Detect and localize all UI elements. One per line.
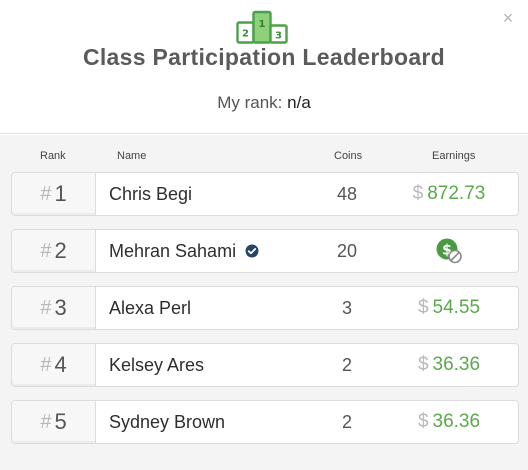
table-row: # 3 Alexa Perl 3 $ 54.55 <box>11 286 519 330</box>
column-header-rank: Rank <box>40 150 66 162</box>
earnings-value: 54.55 <box>432 297 481 318</box>
student-name: Mehran Sahami <box>109 240 237 261</box>
dollar-sign: $ <box>417 411 429 432</box>
student-name-cell: Mehran Sahami <box>96 230 302 272</box>
close-icon[interactable]: × <box>502 8 514 28</box>
earnings-cell: $ 54.55 <box>392 287 518 329</box>
coins-value: 20 <box>336 240 358 261</box>
student-name: Kelsey Ares <box>109 354 205 375</box>
dollar-sign: $ <box>417 297 429 318</box>
earnings-cell: $ 36.36 <box>392 344 518 386</box>
verified-check-icon <box>245 244 259 258</box>
rank-number: 2 <box>54 238 67 263</box>
earnings-value: 36.36 <box>432 411 481 432</box>
hash-symbol: # <box>40 353 52 376</box>
hash-symbol: # <box>40 239 52 262</box>
column-header-earnings: Earnings <box>432 150 476 162</box>
student-name: Sydney Brown <box>109 411 226 432</box>
rank-cell: # 5 <box>12 401 96 443</box>
dollar-sign: $ <box>412 183 424 204</box>
student-name: Chris Begi <box>109 183 193 204</box>
rank-cell: # 2 <box>12 230 96 272</box>
dollar-sign: $ <box>417 354 429 375</box>
rank-number: 3 <box>54 295 67 320</box>
column-headers: Rank Name Coins Earnings <box>0 150 528 166</box>
podium-third-label: 3 <box>275 31 282 42</box>
coins-value: 2 <box>341 354 352 375</box>
rank-number: 4 <box>54 352 67 377</box>
table-row: # 1 Chris Begi 48 $ 872.73 <box>11 172 519 216</box>
rank-number: 1 <box>54 181 67 206</box>
coins-value: 48 <box>336 183 358 204</box>
earnings-value: 872.73 <box>427 183 486 204</box>
earnings-value: 36.36 <box>432 354 481 375</box>
earnings-cell: $ <box>392 230 518 272</box>
earnings-cell: $ 36.36 <box>392 401 518 443</box>
rank-cell: # 3 <box>12 287 96 329</box>
my-rank-value: n/a <box>287 93 311 112</box>
hash-symbol: # <box>40 410 52 433</box>
rank-cell: # 4 <box>12 344 96 386</box>
table-row: # 5 Sydney Brown 2 $ 36.36 <box>11 400 519 444</box>
leaderboard-header: 2 1 3 Class Participation Leaderboard My… <box>0 0 528 134</box>
hash-symbol: # <box>40 296 52 319</box>
table-row: # 2 Mehran Sahami 20 $ <box>11 229 519 273</box>
student-name: Alexa Perl <box>109 297 192 318</box>
page-title: Class Participation Leaderboard <box>82 44 446 70</box>
svg-text:$: $ <box>442 243 452 259</box>
hash-symbol: # <box>40 182 52 205</box>
podium-icon: 2 1 3 <box>236 10 288 44</box>
column-header-coins: Coins <box>334 150 363 162</box>
table-row: # 4 Kelsey Ares 2 $ 36.36 <box>11 343 519 387</box>
my-rank-label: My rank: <box>217 93 283 112</box>
earnings-cell: $ 872.73 <box>392 173 518 215</box>
podium-first-label: 1 <box>259 19 266 30</box>
podium-second-label: 2 <box>242 29 249 40</box>
column-header-name: Name <box>117 150 147 162</box>
leaderboard-table: Rank Name Coins Earnings # 1 Chris Begi … <box>0 135 528 470</box>
no-money-icon: $ <box>436 238 462 264</box>
coins-value: 3 <box>341 297 352 318</box>
rank-cell: # 1 <box>12 173 96 215</box>
rank-number: 5 <box>54 409 67 434</box>
my-rank: My rank: n/a <box>0 93 528 113</box>
coins-value: 2 <box>341 411 352 432</box>
